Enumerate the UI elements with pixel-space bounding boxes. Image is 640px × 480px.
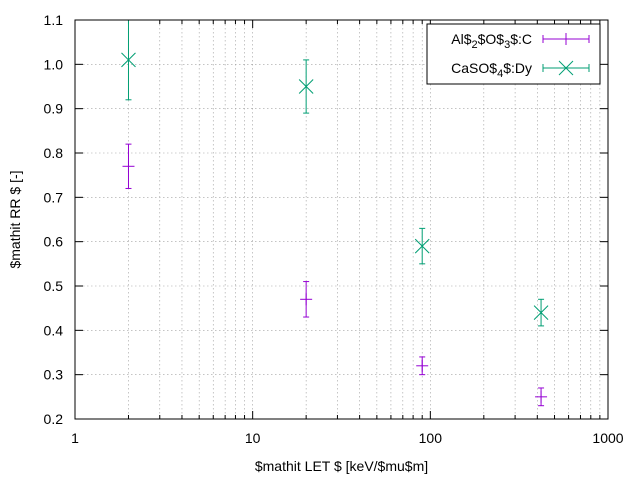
x-tick-label: 100 bbox=[419, 430, 443, 446]
y-tick-label: 0.2 bbox=[44, 411, 64, 427]
plot-data bbox=[121, 19, 549, 407]
data-point bbox=[122, 160, 135, 173]
y-tick-label: 0.8 bbox=[44, 145, 64, 161]
data-point bbox=[300, 293, 313, 306]
data-point bbox=[298, 79, 314, 94]
legend: Al$2$O$3$:C CaSO$4$:Dy bbox=[426, 23, 601, 85]
axis-ticks: 1 10 100 1000 0.2 0.3 0.4 0.5 0.6 0.7 0.8 0.9 1.0 1.1 bbox=[44, 12, 624, 446]
legend-marker-0 bbox=[560, 33, 572, 45]
x-tick-label: 1000 bbox=[592, 430, 623, 446]
y-tick-label: 1.0 bbox=[44, 56, 64, 72]
data-point bbox=[535, 390, 548, 403]
legend-marker-1 bbox=[558, 60, 574, 76]
legend-label-1: CaSO$4$:Dy bbox=[451, 60, 532, 80]
y-tick-label: 0.7 bbox=[44, 189, 64, 205]
series-0 bbox=[122, 143, 548, 407]
data-point bbox=[533, 305, 549, 320]
x-tick-label: 1 bbox=[71, 430, 79, 446]
data-point bbox=[121, 52, 136, 68]
y-tick-label: 1.1 bbox=[44, 12, 64, 28]
data-point bbox=[416, 359, 429, 372]
x-axis-label: $mathit LET $ [keV/$mu$m] bbox=[255, 458, 428, 474]
y-tick-label: 0.9 bbox=[44, 101, 64, 117]
legend-box bbox=[426, 23, 601, 85]
y-axis-label: $mathit RR $ [-] bbox=[7, 170, 23, 268]
y-tick-label: 0.4 bbox=[44, 322, 64, 338]
plot-frame bbox=[74, 19, 609, 420]
x-tick-label: 10 bbox=[245, 430, 261, 446]
data-point bbox=[414, 238, 430, 254]
legend-label-0: Al$2$O$3$:C bbox=[451, 31, 532, 51]
legend-sample-0 bbox=[542, 33, 590, 45]
legend-sample-1 bbox=[542, 60, 590, 76]
y-tick-label: 0.5 bbox=[44, 278, 64, 294]
y-tick-label: 0.6 bbox=[44, 234, 64, 250]
y-tick-label: 0.3 bbox=[44, 367, 64, 383]
